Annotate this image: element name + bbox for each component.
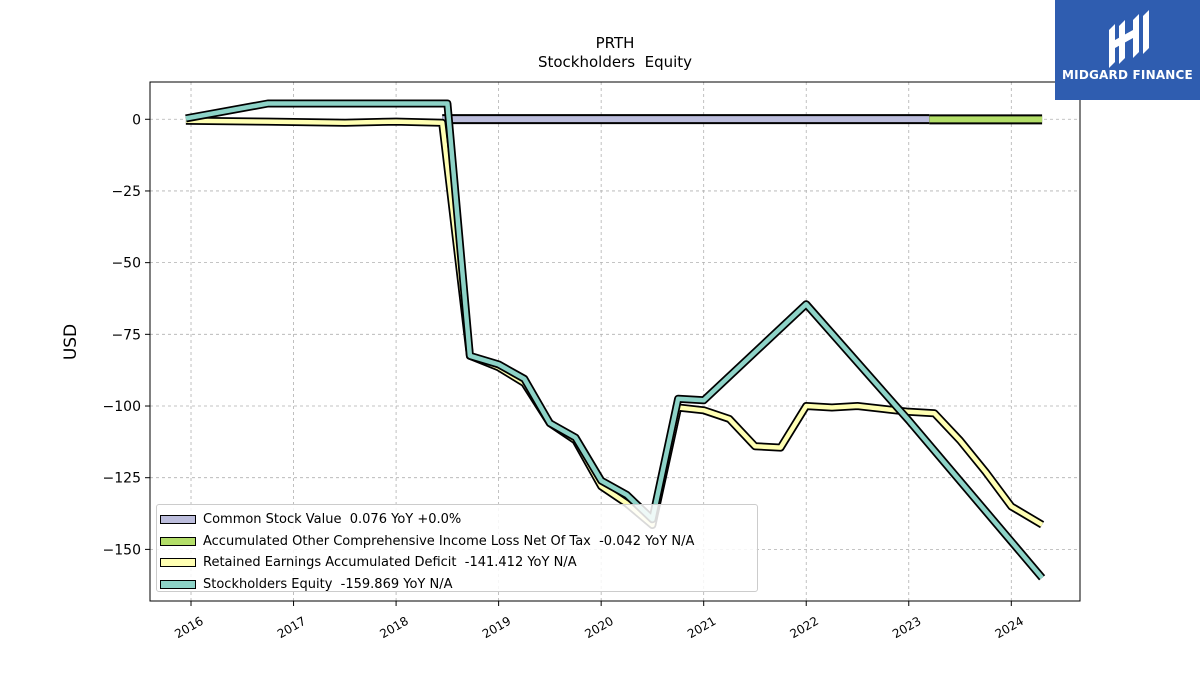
x-tick-label: 2018	[377, 614, 410, 641]
series-line	[185, 101, 1044, 580]
y-tick-label: −100	[103, 399, 141, 415]
y-tick-label: −125	[103, 471, 141, 487]
y-axis-label: USD	[61, 324, 81, 360]
legend-label-common-stock: Common Stock Value 0.076 YoY +0.0%	[203, 512, 462, 528]
x-tick-label: 2022	[788, 614, 821, 641]
legend-swatch-stockholders-equity	[160, 579, 196, 589]
series-line	[185, 118, 1044, 528]
legend-label-aoci: Accumulated Other Comprehensive Income L…	[203, 533, 695, 549]
y-tick-label: −150	[103, 542, 141, 558]
legend-item-aoci: Accumulated Other Comprehensive Income L…	[160, 531, 757, 553]
plot-area-frame	[149, 81, 1081, 602]
y-tick-label: −50	[111, 256, 141, 272]
y-tick-label: 0	[132, 112, 141, 128]
y-axis: 0 −25 −50 −75 −100 −125 −150	[103, 112, 150, 558]
y-tick-label: −75	[111, 327, 141, 343]
legend-swatch-common-stock	[160, 515, 196, 525]
legend-label-stockholders-equity: Stockholders Equity -159.869 YoY N/A	[203, 576, 453, 592]
midgard-finance-logo: MIDGARD FINANCE	[1055, 0, 1200, 100]
x-tick-label: 2023	[890, 614, 923, 641]
legend-item-retained-earnings: Retained Earnings Accumulated Deficit -1…	[160, 552, 757, 574]
brand-name: MIDGARD FINANCE	[1062, 68, 1193, 82]
x-tick-label: 2021	[685, 614, 718, 641]
x-tick-label: 2019	[480, 614, 513, 641]
chart-subtitle: Stockholders Equity	[538, 53, 692, 71]
legend-item-stockholders-equity: Stockholders Equity -159.869 YoY N/A	[160, 574, 757, 596]
legend-label-retained-earnings: Retained Earnings Accumulated Deficit -1…	[203, 555, 577, 571]
x-tick-label: 2016	[172, 614, 205, 641]
legend: Common Stock Value 0.076 YoY +0.0% Accum…	[156, 504, 758, 592]
x-tick-label: 2020	[582, 614, 615, 641]
series-2	[185, 116, 1045, 529]
chart-title: PRTH	[596, 34, 635, 52]
legend-swatch-retained-earnings	[160, 558, 196, 568]
y-tick-label: −25	[111, 184, 141, 200]
series-outline	[185, 116, 1045, 529]
series-layer	[185, 99, 1046, 581]
x-tick-label: 2017	[275, 614, 308, 641]
legend-item-common-stock: Common Stock Value 0.076 YoY +0.0%	[160, 509, 757, 531]
x-axis: 2016 2017 2018 2019 2020 2021 2022 2023 2024	[172, 601, 1026, 641]
series-3	[185, 99, 1046, 581]
legend-swatch-aoci	[160, 536, 196, 546]
x-tick-label: 2024	[993, 614, 1026, 641]
midgard-logo-icon	[1109, 10, 1149, 68]
